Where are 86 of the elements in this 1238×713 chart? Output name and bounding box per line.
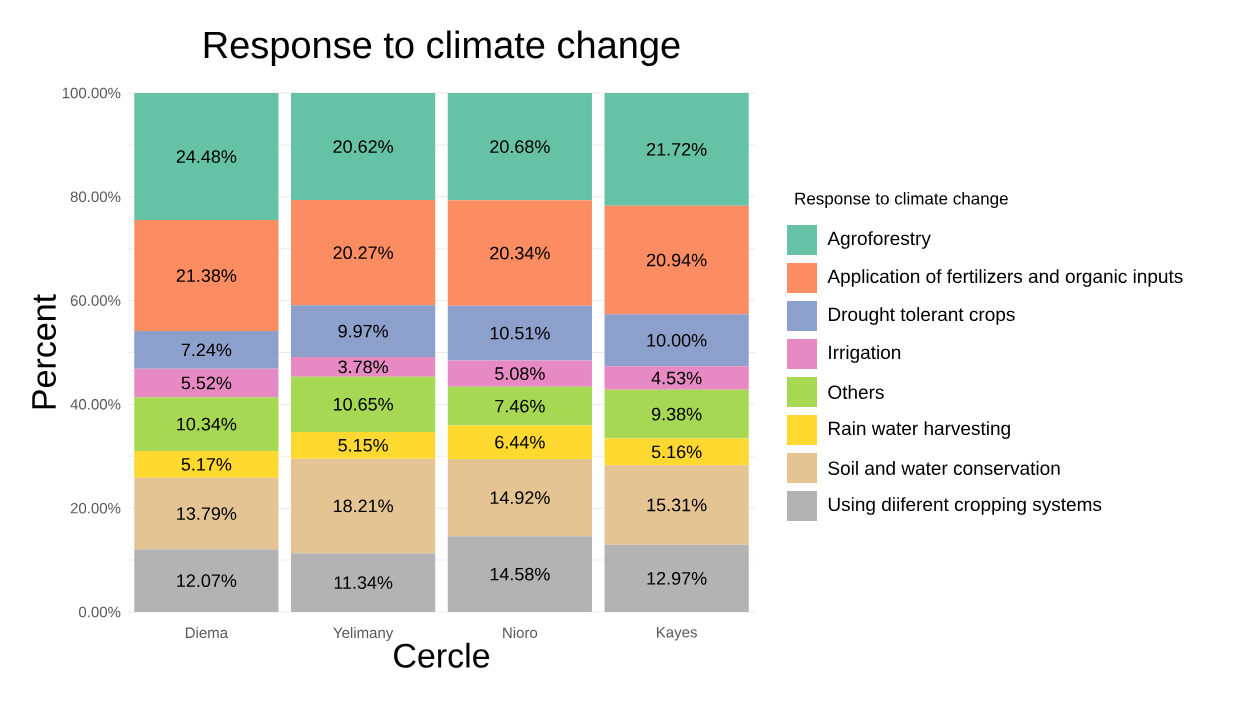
bar xyxy=(604,389,749,439)
y-tick-label: 100.00% xyxy=(62,87,121,99)
chart-title: Response to climate change xyxy=(204,30,680,66)
data-label: 7.46% xyxy=(495,399,545,413)
data-label: 4.53% xyxy=(651,371,702,385)
data-label: 10.34% xyxy=(177,417,237,431)
bar xyxy=(134,220,279,332)
data-label: 5.08% xyxy=(495,367,545,380)
data-label: 13.79% xyxy=(177,507,237,520)
x-axis-title: Cercle xyxy=(394,642,490,668)
bar xyxy=(447,425,592,459)
legend-label: Rain water harvesting xyxy=(828,421,1010,439)
bar xyxy=(447,200,592,306)
legend-label: Irrigation xyxy=(829,345,901,363)
data-label: 15.31% xyxy=(647,498,707,512)
bar xyxy=(447,536,592,612)
data-label: 18.21% xyxy=(333,499,394,513)
data-label: 20.68% xyxy=(490,140,550,153)
bar xyxy=(291,357,436,377)
data-label: 7.24% xyxy=(181,343,232,357)
y-tick-label: 80.00% xyxy=(70,191,121,203)
x-tick-label: Kayes xyxy=(657,627,697,641)
data-label: 24.48% xyxy=(176,150,237,163)
data-label: 21.72% xyxy=(647,142,707,156)
data-label: 14.92% xyxy=(490,491,550,504)
bar xyxy=(291,305,436,358)
bar xyxy=(604,205,749,315)
y-tick-label: 60.00% xyxy=(70,295,121,306)
bar xyxy=(291,93,436,201)
bar xyxy=(604,314,749,367)
bar xyxy=(134,331,279,369)
data-label: 6.44% xyxy=(495,435,545,449)
bar xyxy=(134,549,279,612)
x-tick-label: Yelimany xyxy=(333,627,394,642)
bar xyxy=(447,92,592,201)
data-label: 21.38% xyxy=(176,269,237,282)
data-label: 5.52% xyxy=(181,376,232,390)
bar xyxy=(291,200,436,306)
bar xyxy=(134,477,279,550)
data-label: 5.16% xyxy=(651,445,702,459)
legend-label: Others xyxy=(828,385,884,399)
legend-label: Using diiferent cropping systems xyxy=(828,497,1102,515)
legend-label: Application of fertilizers and organic inputs xyxy=(827,269,1183,287)
bar xyxy=(134,450,279,478)
bar xyxy=(447,360,592,387)
data-label: 14.58% xyxy=(490,567,550,581)
bar xyxy=(291,431,436,459)
data-label: 10.51% xyxy=(490,326,550,340)
bar xyxy=(134,397,279,451)
data-label: 20.94% xyxy=(647,253,707,267)
bar xyxy=(291,553,436,612)
legend-label: Soil and water conservation xyxy=(828,461,1060,475)
data-label: 20.62% xyxy=(333,140,394,153)
bar xyxy=(447,458,592,537)
data-label: 9.38% xyxy=(651,407,702,421)
data-label: 20.27% xyxy=(333,246,394,260)
legend-title: Response to climate change xyxy=(795,192,1008,208)
bar xyxy=(291,458,436,554)
bar xyxy=(604,92,749,206)
data-label: 12.07% xyxy=(177,574,237,588)
legend-label: Agroforestry xyxy=(827,231,931,249)
data-label: 12.97% xyxy=(647,571,707,585)
data-label: 5.17% xyxy=(181,458,232,471)
bar xyxy=(291,376,436,432)
bar xyxy=(447,386,592,426)
y-tick-label: 0.00% xyxy=(79,606,121,618)
bar xyxy=(604,438,749,466)
x-tick-label: Diema xyxy=(185,627,229,639)
data-label: 9.97% xyxy=(338,324,389,338)
data-label: 10.00% xyxy=(647,333,707,347)
data-label: 20.34% xyxy=(490,246,550,260)
bar xyxy=(447,305,592,361)
y-tick-label: 40.00% xyxy=(70,399,121,410)
y-axis-title: Percent xyxy=(32,294,56,409)
bar xyxy=(604,544,749,612)
data-label: 3.78% xyxy=(338,360,389,374)
data-label: 10.65% xyxy=(333,397,394,411)
bar xyxy=(604,465,749,545)
legend-label: Drought tolerant crops xyxy=(828,307,1015,325)
bar xyxy=(134,93,279,221)
data-label: 5.15% xyxy=(338,438,389,452)
x-tick-label: Nioro xyxy=(503,627,538,639)
data-label: 11.34% xyxy=(334,576,393,589)
bar xyxy=(604,366,749,390)
y-tick-label: 20.00% xyxy=(70,502,121,514)
bar xyxy=(134,368,279,398)
